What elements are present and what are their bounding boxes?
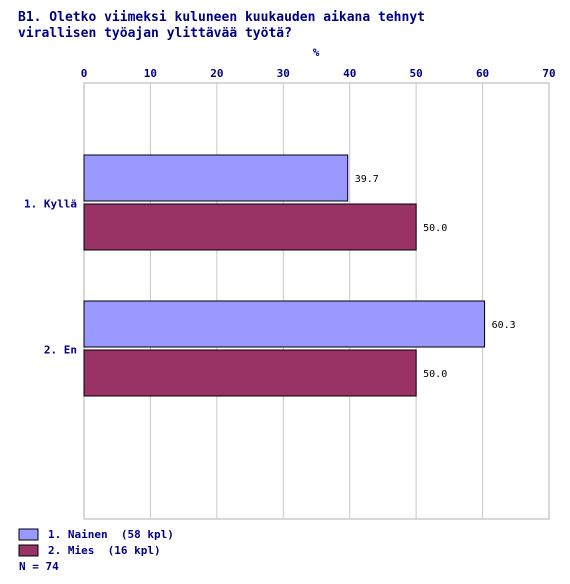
bar — [83, 349, 417, 397]
x-tick-label: 50 — [410, 67, 423, 80]
x-tick-label: 0 — [81, 67, 88, 80]
bar — [83, 154, 349, 202]
bar-value-labels: 39.7 50.0 60.3 50.0 — [355, 174, 516, 380]
legend-label-mies: 2. Mies (16 kpl) — [48, 544, 161, 557]
x-tick-label: 40 — [343, 67, 356, 80]
legend-swatch-nainen — [18, 528, 39, 541]
legend-swatch-mies — [18, 544, 39, 557]
x-axis-ticks: 0 10 20 30 40 50 60 70 — [81, 67, 556, 80]
bar — [83, 300, 486, 348]
category-label: 2. En — [44, 344, 77, 357]
x-axis-label: % — [313, 46, 320, 59]
chart-title-line-1: B1. Oletko viimeksi kuluneen kuukauden a… — [18, 10, 425, 25]
x-tick-label: 10 — [144, 67, 157, 80]
bar-value-label: 60.3 — [492, 320, 516, 331]
category-labels: 1. Kyllä 2. En — [24, 198, 77, 357]
bar-value-label: 50.0 — [423, 369, 447, 380]
bar — [83, 203, 417, 251]
x-tick-label: 70 — [542, 67, 555, 80]
legend: 1. Nainen (58 kpl) 2. Mies (16 kpl) — [18, 528, 174, 557]
bar-value-label: 50.0 — [423, 223, 447, 234]
x-tick-label: 20 — [210, 67, 223, 80]
chart-title-line-2: virallisen työajan ylittävää työtä? — [18, 26, 292, 41]
x-tick-label: 30 — [277, 67, 290, 80]
category-label: 1. Kyllä — [24, 198, 77, 211]
bar-value-label: 39.7 — [355, 174, 379, 185]
x-tick-label: 60 — [476, 67, 489, 80]
legend-label-nainen: 1. Nainen (58 kpl) — [48, 528, 174, 541]
sample-size-footnote: N = 74 — [19, 560, 59, 573]
bars — [83, 154, 486, 397]
